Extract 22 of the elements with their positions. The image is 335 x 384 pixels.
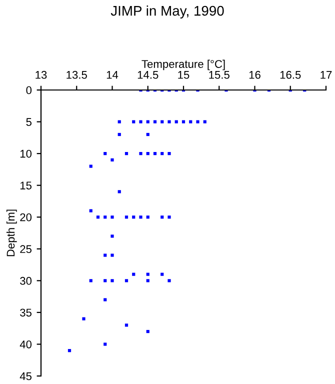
- x-tick-label: 14.5: [138, 71, 158, 79]
- y-tick-label: 45: [20, 372, 32, 380]
- x-tick-label: 16.5: [280, 70, 301, 79]
- x-axis-title: Temperature [°C]: [142, 60, 225, 70]
- y-tick-label: 40: [20, 340, 32, 348]
- y-axis-title: Depth [m]: [6, 210, 17, 256]
- chart-title: JIMP in May, 1990: [110, 6, 224, 18]
- x-tick-label: 13.5: [66, 70, 87, 79]
- x-tick-label: 15: [178, 71, 190, 79]
- x-tick-label: 14: [106, 71, 118, 79]
- y-tick-label: 5: [26, 118, 32, 126]
- x-tick-label: 17: [320, 71, 332, 79]
- y-tick-label: 15: [20, 182, 32, 190]
- x-tick-label: 16: [249, 70, 260, 79]
- y-tick-label: 20: [20, 213, 32, 222]
- x-tick-label: 15.5: [209, 71, 230, 79]
- y-tick-label: 35: [20, 308, 32, 317]
- y-tick-label: 10: [20, 150, 32, 158]
- x-tick-label: 13: [36, 70, 47, 79]
- y-tick-label: 30: [20, 276, 32, 285]
- y-tick-label: 25: [20, 245, 32, 254]
- y-tick-label: 0: [26, 86, 32, 94]
